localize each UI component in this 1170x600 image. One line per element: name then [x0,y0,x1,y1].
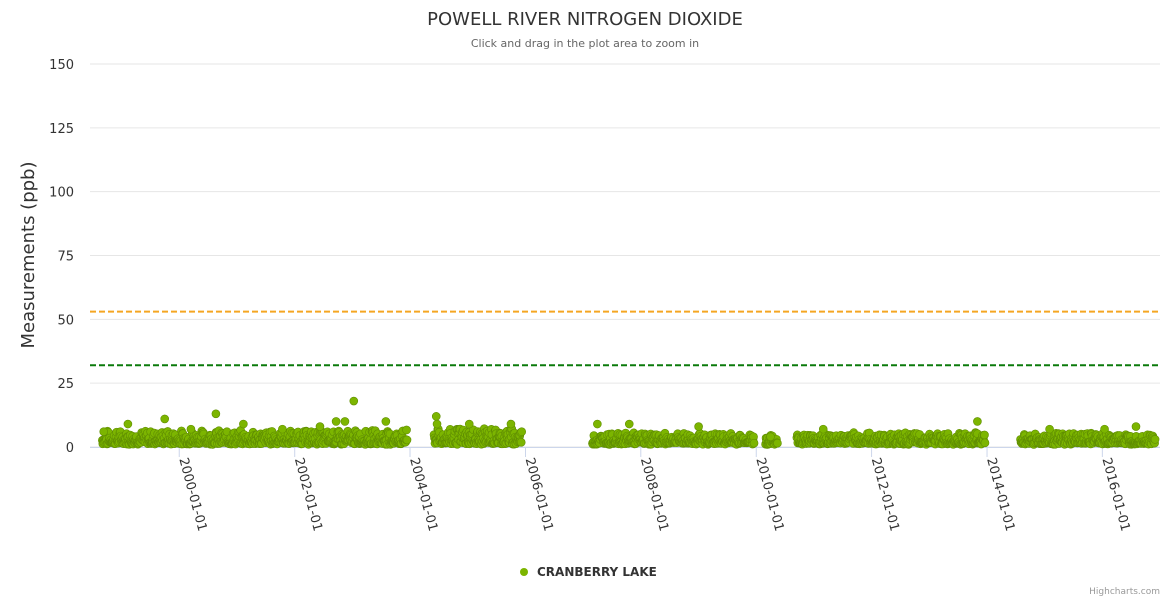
data-point[interactable] [1045,424,1054,434]
y-tick-label: 125 [49,122,74,137]
y-tick-label: 100 [49,186,74,201]
data-point[interactable] [980,438,990,448]
data-point[interactable] [818,424,828,434]
x-tick-label: 2002-01-01 [291,456,325,533]
data-point[interactable] [694,422,703,431]
data-point[interactable] [506,419,516,429]
data-point[interactable] [278,424,287,434]
data-point[interactable] [464,419,474,429]
y-tick-label: 0 [66,441,74,456]
x-tick-label: 2000-01-01 [175,456,209,533]
data-point[interactable] [773,438,782,448]
chart-title: POWELL RIVER NITROGEN DIOXIDE [427,9,743,30]
y-axis-label: Measurements (ppb) [18,162,39,349]
data-point[interactable] [749,438,759,448]
scatter-points[interactable] [98,396,1160,449]
y-tick-label: 75 [57,250,74,265]
data-point[interactable] [624,419,634,429]
data-point[interactable] [980,430,989,440]
y-tick-label: 50 [57,313,74,328]
data-point[interactable] [160,414,170,424]
legend-item-cranberry-lake[interactable]: CRANBERRY LAKE [537,565,657,579]
data-point[interactable] [1100,424,1109,434]
y-axis-ticks: 0 25 50 75 100 125 150 [49,58,74,456]
y-tick-label: 150 [49,58,74,73]
chart-subtitle: Click and drag in the plot area to zoom … [471,37,699,50]
data-point[interactable] [123,419,133,429]
legend[interactable]: CRANBERRY LAKE [520,565,657,579]
data-point[interactable] [432,419,442,429]
data-point[interactable] [349,396,359,406]
legend-marker-icon[interactable] [520,568,528,576]
data-point[interactable] [99,427,109,436]
data-point[interactable] [211,409,221,419]
data-point[interactable] [516,438,526,447]
data-point[interactable] [1150,435,1160,444]
data-point[interactable] [315,422,325,431]
data-point[interactable] [431,412,441,421]
data-point[interactable] [381,417,391,426]
x-tick-label: 2012-01-01 [868,456,902,533]
credits-link[interactable]: Highcharts.com [1089,587,1160,597]
data-point[interactable] [766,432,775,442]
data-point[interactable] [186,424,196,434]
y-tick-label: 25 [57,377,74,392]
data-point[interactable] [402,425,411,435]
data-point[interactable] [593,419,602,429]
x-tick-label: 2004-01-01 [406,456,440,533]
data-point[interactable] [402,435,412,445]
data-point[interactable] [973,417,982,426]
data-point[interactable] [340,417,350,426]
x-axis: 2000-01-01 2002-01-01 2004-01-01 2006-01-01… [90,447,1160,533]
grid-lines [90,63,1160,448]
x-tick-label: 2006-01-01 [522,456,556,533]
data-point[interactable] [331,417,341,426]
data-point[interactable] [517,427,526,437]
reference-lines [90,310,1160,367]
x-tick-label: 2014-01-01 [983,456,1017,533]
x-tick-label: 2016-01-01 [1098,456,1132,533]
data-point[interactable] [239,419,248,429]
x-tick-label: 2010-01-01 [752,456,786,533]
x-tick-label: 2008-01-01 [637,456,671,533]
data-point[interactable] [1131,422,1141,431]
